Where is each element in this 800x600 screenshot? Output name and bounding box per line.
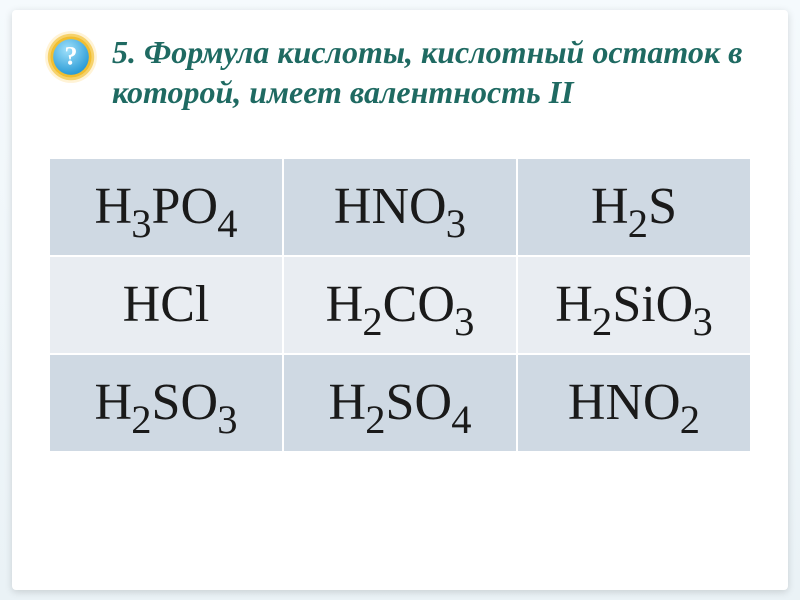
title-row: ? 5. Формула кислоты, кислотный остаток … (44, 32, 756, 112)
page-title: 5. Формула кислоты, кислотный остаток в … (112, 32, 752, 112)
table-cell: H2S (517, 158, 751, 256)
chemical-formula: HNO2 (568, 377, 700, 429)
table-cell: H2SO4 (283, 354, 517, 452)
question-mark-icon: ? (44, 30, 98, 89)
chemical-formula: H2S (591, 181, 677, 233)
chemical-formula: H3PO4 (94, 181, 237, 233)
formula-table: H3PO4 HNO3 H2S HCl H2CO3 H2SiO3 H2SO3 H2SO4 HNO2 (47, 156, 753, 454)
chemical-formula: HNO3 (334, 181, 466, 233)
svg-text:?: ? (65, 42, 78, 71)
table-cell: HCl (49, 256, 283, 354)
chemical-formula: H2SO3 (94, 377, 237, 429)
table-cell: H2SO3 (49, 354, 283, 452)
table-cell: H3PO4 (49, 158, 283, 256)
slide: ? 5. Формула кислоты, кислотный остаток … (12, 10, 788, 590)
chemical-formula: HCl (123, 279, 210, 331)
table-cell: H2SiO3 (517, 256, 751, 354)
table-cell: H2CO3 (283, 256, 517, 354)
table-cell: HNO3 (283, 158, 517, 256)
chemical-formula: H2SO4 (328, 377, 471, 429)
table-cell: HNO2 (517, 354, 751, 452)
chemical-formula: H2CO3 (326, 279, 475, 331)
chemical-formula: H2SiO3 (555, 279, 712, 331)
